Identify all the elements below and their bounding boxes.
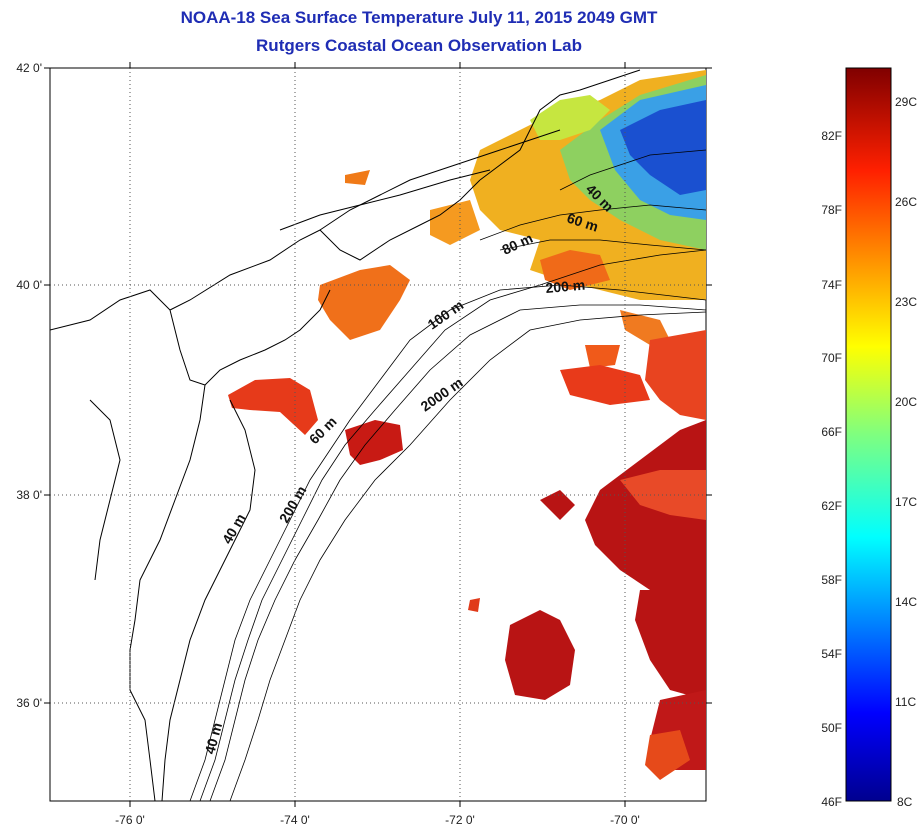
cb-f-70: 70F	[821, 351, 842, 365]
cb-f-54: 54F	[821, 647, 842, 661]
lat-tick-40: 40 0'	[16, 278, 42, 292]
sst-field	[228, 70, 706, 780]
sst-patch	[635, 590, 706, 700]
lon-tick-72: -72 0'	[445, 813, 475, 827]
sst-patch	[345, 170, 370, 185]
sst-patch	[620, 310, 670, 345]
sst-patch	[430, 200, 480, 245]
cb-c-17: 17C	[895, 495, 917, 509]
cb-f-58: 58F	[821, 573, 842, 587]
cb-c-29: 29C	[895, 95, 917, 109]
sst-patch	[645, 330, 706, 420]
cb-c-11: 11C	[895, 695, 916, 709]
contour-label-40m-south: 40 m	[201, 721, 225, 756]
cb-f-50: 50F	[821, 721, 842, 735]
lon-tick-70: -70 0'	[610, 813, 640, 827]
cb-f-46: 46F	[821, 795, 842, 809]
contour-label-200m-ne: 200 m	[545, 277, 586, 296]
sst-patch	[505, 610, 575, 700]
sst-cape-cod-zone	[530, 95, 610, 140]
colorbar-celsius-labels: 29C 26C 23C 20C 17C 14C 11C 8C	[895, 95, 917, 809]
lat-tick-36: 36 0'	[16, 696, 42, 710]
sst-patch-shelf	[345, 420, 403, 465]
chart-subtitle: Rutgers Coastal Ocean Observation Lab	[256, 36, 582, 55]
bathymetry-contours	[189, 149, 706, 801]
axis-ticks	[44, 62, 712, 807]
cb-f-62: 62F	[821, 499, 842, 513]
cb-f-74: 74F	[821, 278, 842, 292]
sst-patch	[645, 730, 690, 780]
sst-patch	[540, 250, 610, 290]
lat-tick-42: 42 0'	[16, 61, 42, 75]
sst-patch	[540, 490, 575, 520]
coastline	[50, 69, 641, 801]
colorbar-fahrenheit-labels: 82F 78F 74F 70F 66F 62F 58F 54F 50F 46F	[821, 129, 842, 809]
cb-f-66: 66F	[821, 425, 842, 439]
colorbar	[845, 67, 892, 802]
graticule	[50, 68, 706, 801]
cb-c-20: 20C	[895, 395, 917, 409]
cb-c-8: 8C	[897, 795, 913, 809]
sst-patch	[560, 365, 650, 405]
lon-tick-74: -74 0'	[280, 813, 310, 827]
lon-tick-76: -76 0'	[115, 813, 145, 827]
sst-cold-zone	[620, 100, 706, 195]
cb-c-23: 23C	[895, 295, 917, 309]
cb-c-14: 14C	[895, 595, 917, 609]
cb-f-82: 82F	[821, 129, 842, 143]
sst-gulf-stream	[585, 420, 706, 600]
lat-tick-38: 38 0'	[16, 488, 42, 502]
sst-patch-ny-bight	[318, 265, 410, 340]
sst-patch	[468, 598, 480, 612]
sst-patch	[585, 345, 620, 368]
sst-gulf-stream-core	[620, 470, 706, 520]
cb-c-26: 26C	[895, 195, 917, 209]
cb-f-78: 78F	[821, 203, 842, 217]
chart-title: NOAA-18 Sea Surface Temperature July 11,…	[180, 8, 658, 27]
